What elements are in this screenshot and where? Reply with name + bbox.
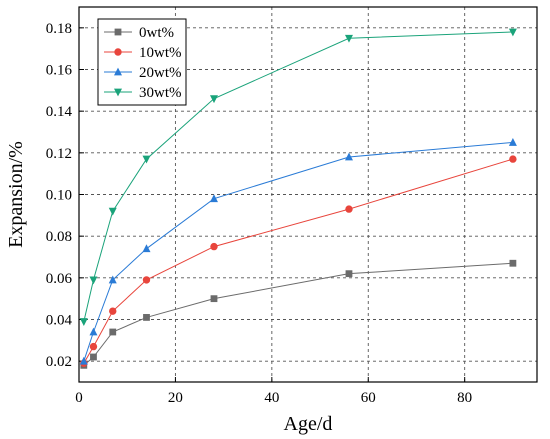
series-line — [83, 158, 514, 364]
y-tick-label: 0.12 — [46, 146, 72, 162]
x-axis-title: Age/d — [284, 413, 333, 435]
legend-label: 10wt% — [139, 45, 182, 61]
legend-marker-icon — [114, 48, 122, 56]
data-point — [509, 155, 517, 163]
series-layer — [79, 28, 517, 369]
legend: 0wt% 10wt% 20wt% 30wt% — [97, 18, 187, 106]
data-point — [509, 259, 517, 267]
data-point — [89, 342, 98, 351]
data-point — [143, 314, 150, 321]
y-axis-title: Expansion/% — [5, 141, 27, 248]
data-point — [90, 353, 97, 361]
y-tick-label: 0.18 — [46, 21, 72, 37]
data-point — [508, 28, 517, 37]
data-point — [142, 276, 151, 284]
series-30wt — [79, 28, 517, 326]
data-point — [79, 356, 88, 365]
legend-item: 20wt% — [104, 65, 182, 81]
grid-lines — [79, 7, 537, 382]
data-point — [108, 207, 117, 216]
y-tick-label: 0.02 — [46, 354, 72, 370]
axes: 0 20 40 60 80 0.02 0.04 0.06 0.08 0.10 0.12 0.14 0.1… — [46, 21, 472, 406]
series-10wt — [80, 155, 517, 367]
y-tick-label: 0.06 — [46, 271, 73, 287]
data-point — [209, 194, 218, 203]
legend-marker-icon — [114, 28, 122, 36]
y-tick-label: 0.16 — [46, 63, 73, 79]
series-20wt — [79, 138, 517, 365]
x-tick-label: 40 — [264, 390, 279, 406]
x-tick-label: 60 — [361, 390, 376, 406]
data-point — [89, 327, 98, 336]
legend-item: 0wt% — [104, 25, 174, 41]
data-point — [79, 318, 88, 326]
data-point — [344, 152, 353, 161]
y-tick-label: 0.14 — [46, 104, 73, 120]
data-point — [210, 242, 218, 251]
legend-box — [97, 18, 187, 106]
legend-label: 0wt% — [139, 25, 174, 41]
data-point — [345, 205, 353, 213]
legend-item: 30wt% — [104, 85, 182, 101]
data-point — [89, 276, 98, 285]
data-point — [142, 155, 151, 164]
legend-marker-icon — [114, 88, 122, 97]
data-point — [209, 95, 218, 104]
data-point — [108, 275, 117, 284]
data-point — [508, 138, 517, 146]
y-tick-label: 0.04 — [46, 313, 73, 329]
series-0wt — [80, 259, 517, 369]
legend-item: 10wt% — [104, 45, 182, 61]
data-point — [345, 270, 353, 278]
data-point — [109, 307, 117, 315]
data-point — [142, 244, 151, 253]
data-point — [109, 328, 117, 336]
legend-label: 20wt% — [139, 65, 182, 81]
data-point — [210, 295, 218, 303]
x-tick-label: 20 — [168, 390, 183, 406]
y-tick-label: 0.08 — [46, 229, 72, 245]
x-tick-label: 0 — [75, 390, 83, 406]
data-point — [344, 34, 353, 43]
x-tick-label: 80 — [457, 390, 472, 406]
legend-label: 30wt% — [139, 85, 182, 101]
y-tick-label: 0.10 — [46, 188, 72, 204]
legend-marker-icon — [114, 67, 122, 76]
